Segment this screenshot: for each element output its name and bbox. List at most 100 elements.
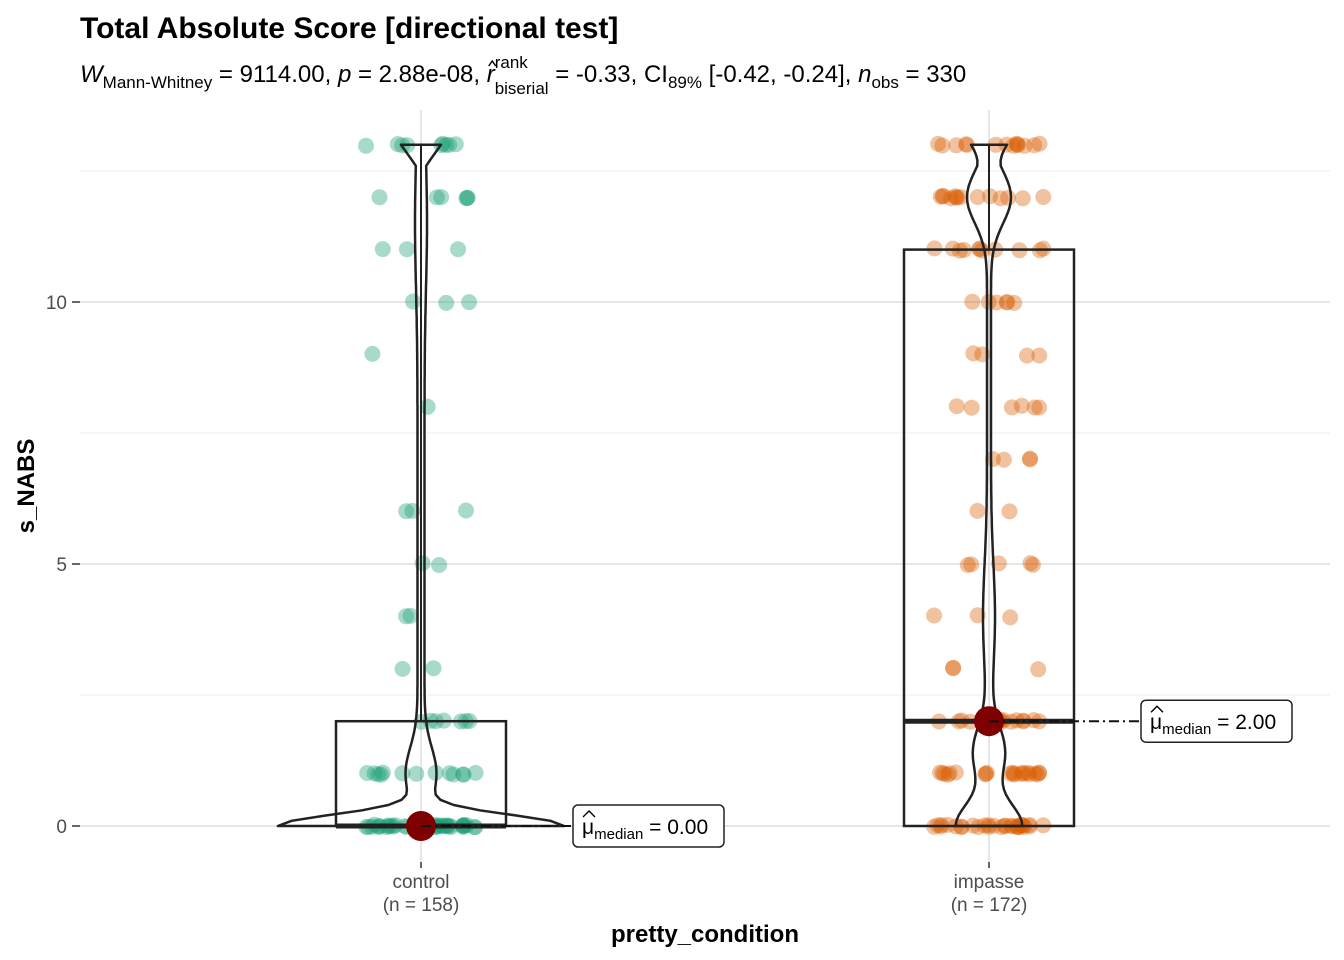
data-point (1005, 764, 1022, 781)
data-point (1022, 555, 1039, 572)
chart-subtitle: WMann-Whitney = 9114.00, p = 2.88e-08, r… (80, 53, 966, 98)
data-point (458, 190, 475, 207)
data-point (978, 764, 995, 781)
data-point (1006, 294, 1023, 311)
data-point (936, 765, 953, 782)
data-point (441, 765, 458, 782)
data-point (947, 188, 964, 205)
x-tick-label: control (392, 872, 449, 893)
data-point (1031, 764, 1047, 781)
x-axis: control(n = 158) impasse(n = 172) (383, 862, 1027, 916)
data-point (459, 189, 476, 206)
data-point (364, 345, 381, 362)
data-point (438, 136, 455, 153)
data-point (1031, 399, 1048, 416)
data-point (948, 189, 965, 206)
data-point (1014, 190, 1031, 207)
data-point (1003, 399, 1020, 416)
violin-control (276, 143, 566, 828)
data-point (1008, 135, 1025, 152)
data-point (1016, 137, 1033, 154)
median-label-box (572, 804, 725, 848)
x-tick-label: impasse (954, 872, 1025, 893)
data-point (389, 136, 406, 153)
data-point (942, 190, 959, 207)
data-point (934, 188, 951, 205)
data-point (458, 502, 474, 519)
y-tick-label: 5 (56, 555, 67, 576)
data-point (1030, 661, 1047, 678)
mu-hat (582, 810, 596, 818)
data-point (425, 660, 442, 677)
data-point (1020, 764, 1037, 781)
data-point (394, 765, 411, 782)
median-label-text: μmedian = 0.00 (582, 816, 708, 843)
data-point (461, 294, 478, 311)
data-point (952, 189, 969, 206)
data-point (999, 294, 1016, 311)
data-point (992, 190, 1009, 207)
y-axis-title: s_NABS (13, 439, 40, 534)
violin-impasse (954, 143, 1024, 828)
data-point (1031, 135, 1048, 152)
data-point (1001, 503, 1018, 520)
data-point (934, 137, 951, 154)
data-point (359, 765, 376, 781)
data-point (1013, 766, 1030, 782)
data-point (949, 189, 966, 206)
data-point (374, 241, 391, 258)
data-point (939, 766, 956, 783)
data-point (969, 607, 986, 624)
r-hat (488, 59, 497, 67)
data-point (398, 241, 415, 258)
data-point (963, 556, 980, 573)
data-point (964, 293, 981, 310)
chart-title: Total Absolute Score [directional test] (80, 12, 618, 45)
median-label: μmedian = 0.00 (572, 804, 725, 848)
data-point (948, 137, 965, 154)
median-label-text: μmedian = 2.00 (1150, 711, 1276, 738)
data-point (408, 765, 425, 782)
data-point (366, 765, 383, 782)
data-point (1009, 136, 1026, 153)
data-point (405, 293, 422, 310)
data-point (930, 135, 947, 152)
median-label: μmedian = 2.00 (1140, 699, 1293, 743)
data-point (926, 607, 943, 624)
groups: μmedian = 0.00 μmedian = 2.00 (276, 135, 1293, 848)
data-point (467, 764, 484, 781)
data-point (969, 502, 986, 519)
y-axis: 0 5 10 (46, 293, 80, 838)
data-point (958, 136, 975, 153)
data-point (1035, 189, 1052, 205)
data-point (373, 766, 390, 783)
data-point (980, 294, 997, 310)
data-point (419, 398, 436, 415)
data-point (958, 136, 974, 153)
y-tick-label: 0 (56, 817, 67, 838)
data-point (398, 608, 415, 625)
data-point (358, 137, 374, 154)
data-point (1031, 765, 1048, 782)
data-point (1024, 556, 1041, 573)
data-point (998, 294, 1015, 311)
data-point (963, 399, 980, 416)
data-point (374, 764, 391, 781)
data-point (1000, 189, 1017, 206)
data-point (1022, 450, 1039, 467)
data-point (948, 398, 965, 415)
data-point (445, 766, 462, 783)
group-control: μmedian = 0.00 (276, 135, 725, 848)
data-point (969, 189, 986, 205)
data-point (1002, 765, 1018, 782)
data-point (1005, 137, 1022, 154)
data-point (947, 764, 964, 781)
data-point (1009, 137, 1026, 153)
data-point (428, 189, 445, 206)
data-point (1026, 137, 1043, 154)
mu-hat (1150, 705, 1164, 713)
data-point (977, 766, 994, 783)
data-point (1002, 609, 1019, 626)
group-impasse: μmedian = 2.00 (902, 135, 1293, 836)
